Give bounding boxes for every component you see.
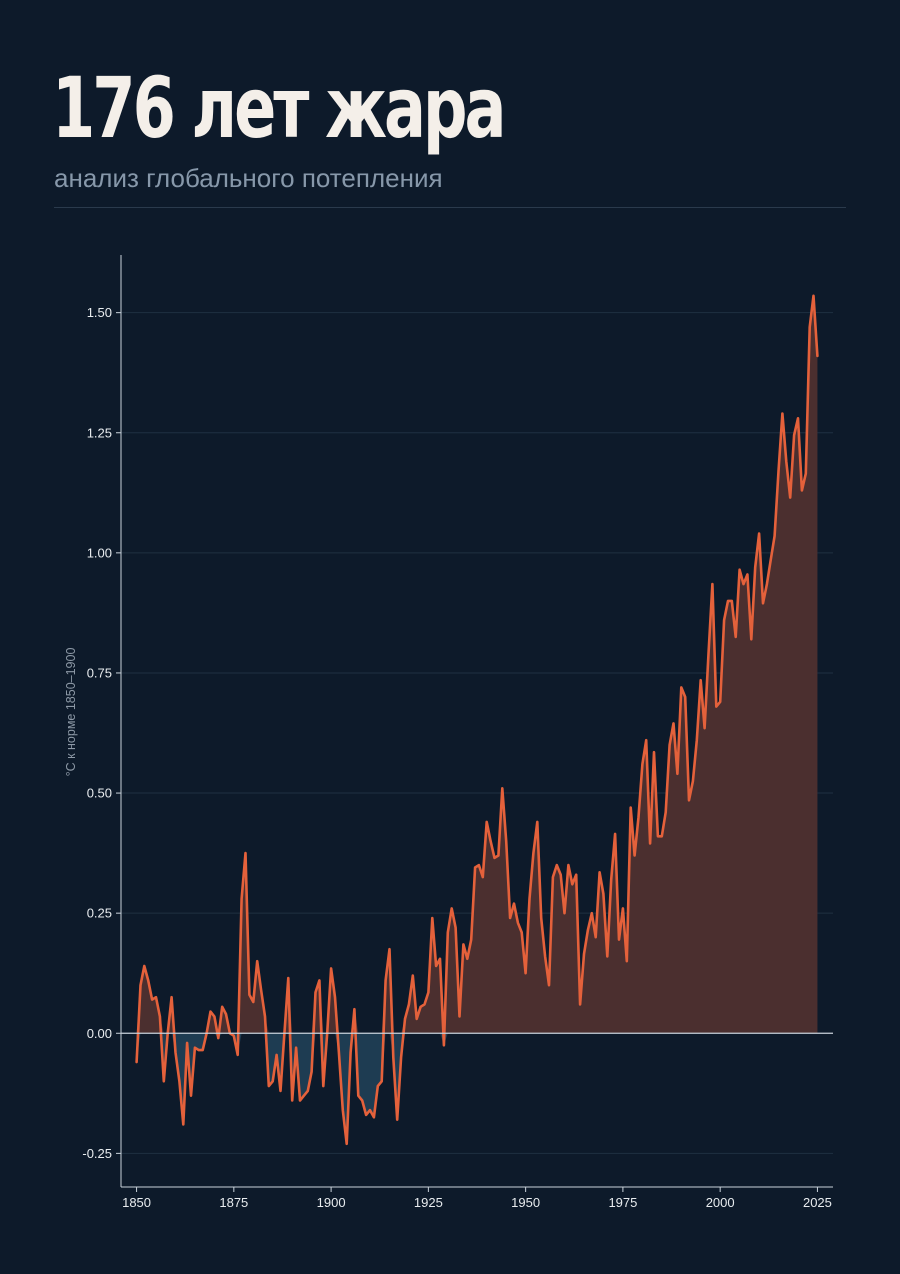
y-tick-label: 0.00 — [87, 1026, 112, 1041]
y-axis-label: °C к норме 1850–1900 — [64, 648, 78, 777]
y-tick-label: 0.75 — [87, 665, 112, 680]
y-tick-label: 0.50 — [87, 786, 112, 801]
chart-axes — [116, 255, 833, 1192]
axis-tick-labels: -0.25 0.00 0.25 0.50 0.75 1.00 1.25 1.50 1850 187… — [82, 305, 832, 1210]
x-tick-label: 2000 — [706, 1195, 735, 1210]
x-tick-label: 1975 — [608, 1195, 637, 1210]
positive-anomaly-fill — [136, 295, 818, 1034]
y-tick-label: 0.25 — [87, 906, 112, 921]
x-tick-label: 1875 — [219, 1195, 248, 1210]
negative-anomaly-fill — [136, 1033, 818, 1144]
y-tick-label: -0.25 — [82, 1146, 112, 1161]
anomaly-area — [136, 295, 818, 1144]
anomaly-series — [135, 294, 819, 1146]
anomaly-line — [135, 294, 819, 1146]
y-tick-label: 1.50 — [87, 305, 112, 320]
x-tick-label: 1925 — [414, 1195, 443, 1210]
page-title: 176 лет жара — [52, 59, 506, 157]
page-subtitle: анализ глобального потепления — [54, 163, 443, 193]
x-tick-label: 1900 — [317, 1195, 346, 1210]
y-tick-label: 1.00 — [87, 545, 112, 560]
x-tick-label: 1850 — [122, 1195, 151, 1210]
x-tick-label: 1950 — [511, 1195, 540, 1210]
y-tick-label: 1.25 — [87, 425, 112, 440]
header-divider — [54, 207, 846, 208]
x-tick-label: 2025 — [803, 1195, 832, 1210]
